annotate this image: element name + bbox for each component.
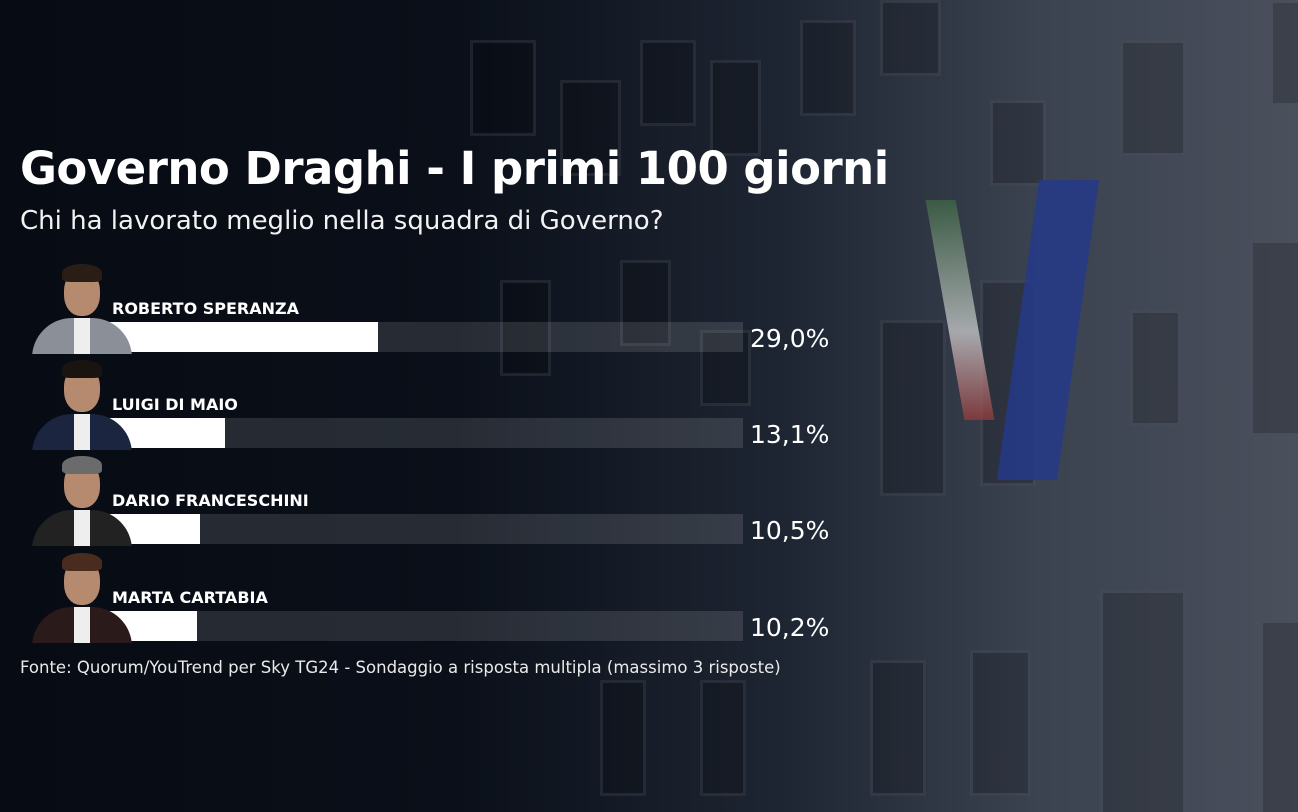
bar-row: DARIO FRANCESCHINI 10,5% xyxy=(0,454,900,554)
category-label: LUIGI DI MAIO xyxy=(112,395,238,414)
person-photo xyxy=(26,262,138,354)
bar-row: MARTA CARTABIA 10,2% xyxy=(0,551,900,651)
person-photo xyxy=(26,358,138,450)
bar-row: ROBERTO SPERANZA 29,0% xyxy=(0,262,900,362)
building-window xyxy=(880,0,941,76)
person-photo xyxy=(26,551,138,643)
building-window xyxy=(620,260,671,346)
category-label: MARTA CARTABIA xyxy=(112,588,268,607)
building-window xyxy=(560,80,621,176)
building-window xyxy=(880,320,946,496)
building-window xyxy=(1120,40,1186,156)
building-window xyxy=(700,330,751,406)
building-window xyxy=(1260,620,1298,812)
building-window xyxy=(800,20,856,116)
chart-title: Governo Draghi - I primi 100 giorni xyxy=(20,142,889,195)
building-window xyxy=(710,60,761,156)
chart-subtitle: Chi ha lavorato meglio nella squadra di … xyxy=(20,206,664,236)
building-window xyxy=(870,660,926,796)
bar-track xyxy=(99,514,743,544)
building-window xyxy=(640,40,696,126)
building-window xyxy=(470,40,536,136)
bar xyxy=(99,322,378,352)
value-label: 29,0% xyxy=(750,324,830,353)
building-window xyxy=(1100,590,1186,812)
category-label: ROBERTO SPERANZA xyxy=(112,299,299,318)
building-window xyxy=(700,680,746,796)
building-window xyxy=(1250,240,1298,436)
source-note: Fonte: Quorum/YouTrend per Sky TG24 - So… xyxy=(20,658,781,677)
value-label: 10,2% xyxy=(750,613,830,642)
category-label: DARIO FRANCESCHINI xyxy=(112,491,309,510)
building-window xyxy=(990,100,1046,186)
bar-track xyxy=(99,611,743,641)
bar-row: LUIGI DI MAIO 13,1% xyxy=(0,358,900,458)
building-window xyxy=(1130,310,1181,426)
building-window xyxy=(500,280,551,376)
person-photo xyxy=(26,454,138,546)
value-label: 10,5% xyxy=(750,516,830,545)
building-window xyxy=(600,680,646,796)
value-label: 13,1% xyxy=(750,420,830,449)
building-window xyxy=(970,650,1031,796)
building-window xyxy=(1270,0,1298,106)
